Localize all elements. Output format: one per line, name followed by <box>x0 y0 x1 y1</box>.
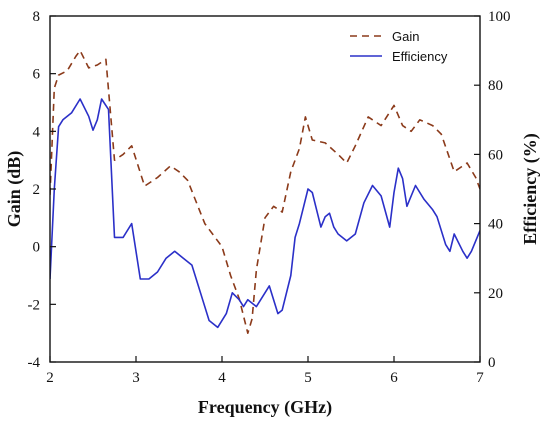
x-tick-label: 7 <box>476 370 484 386</box>
legend: Gain Efficiency <box>350 29 448 64</box>
y-left-axis-title: Gain (dB) <box>4 151 25 228</box>
y-left-tick-label: 0 <box>33 240 41 256</box>
series-line-efficiency <box>50 98 480 329</box>
y-left-tick-label: 2 <box>33 182 41 198</box>
y-left-tick-label: -2 <box>28 297 41 313</box>
series-line-gain <box>50 49 480 335</box>
y-left-tick-label: 8 <box>33 9 41 25</box>
x-axis-title: Frequency (GHz) <box>198 397 332 418</box>
y-right-tick-label: 20 <box>488 286 503 302</box>
x-tick-label: 6 <box>390 370 398 386</box>
y-right-tick-label: 40 <box>488 217 503 233</box>
y-right-tick-label: 60 <box>488 147 503 163</box>
y-left-tick-label: -4 <box>28 355 41 371</box>
y-right-axis-title: Efficiency (%) <box>520 133 541 244</box>
x-tick-label: 5 <box>304 370 312 386</box>
x-tick-label: 4 <box>218 370 226 386</box>
x-tick-label: 3 <box>132 370 140 386</box>
legend-gain-label: Gain <box>392 29 419 44</box>
y-left-tick-label: 4 <box>33 124 41 140</box>
x-tick-label: 2 <box>46 370 54 386</box>
y-right-tick-label: 100 <box>488 9 511 25</box>
y-right-tick-label: 0 <box>488 355 496 371</box>
plot-frame <box>49 15 481 363</box>
legend-efficiency-label: Efficiency <box>392 49 448 64</box>
y-left-tick-label: 6 <box>33 67 41 83</box>
y-right-tick-label: 80 <box>488 78 503 94</box>
series-layer <box>50 49 480 335</box>
